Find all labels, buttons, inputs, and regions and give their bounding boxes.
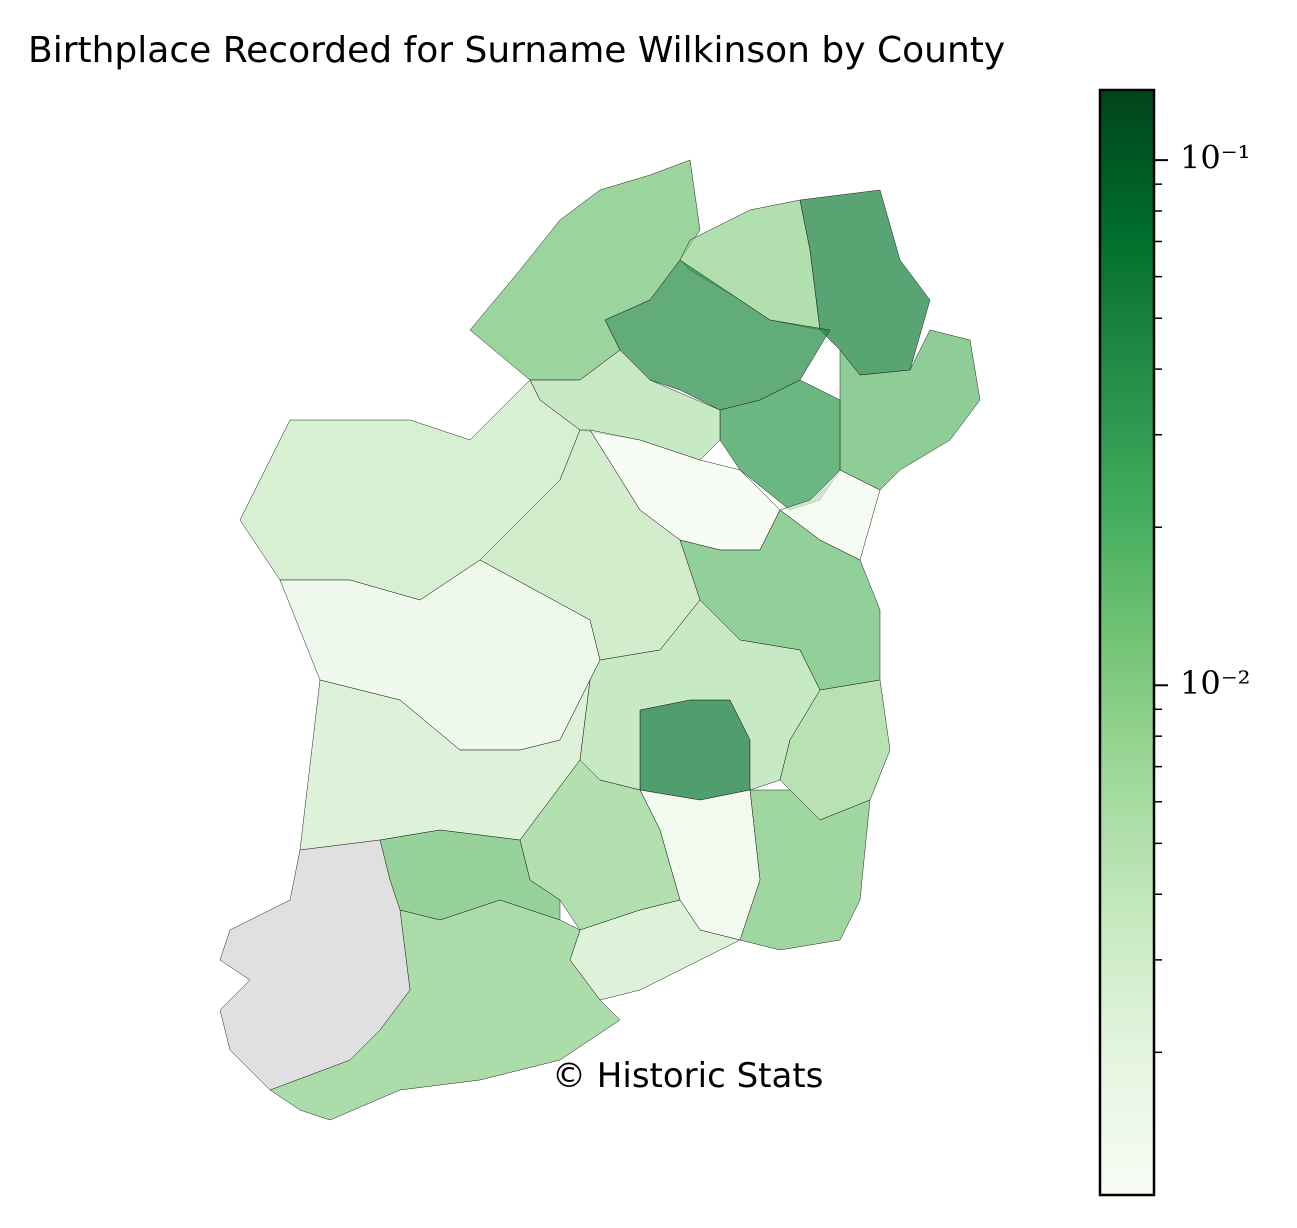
county	[639, 699, 751, 801]
regions	[219, 159, 981, 1121]
county	[739, 789, 871, 951]
colorbar-tick-label: 10⁻²	[1180, 664, 1250, 702]
annotation: © Historic Stats	[552, 1056, 823, 1096]
colorbar	[1098, 88, 1156, 1197]
chart-title: Birthplace Recorded for Surname Wilkinso…	[28, 30, 1005, 71]
colorbar-tick-label: 10⁻¹	[1180, 139, 1250, 177]
county	[219, 839, 411, 1091]
